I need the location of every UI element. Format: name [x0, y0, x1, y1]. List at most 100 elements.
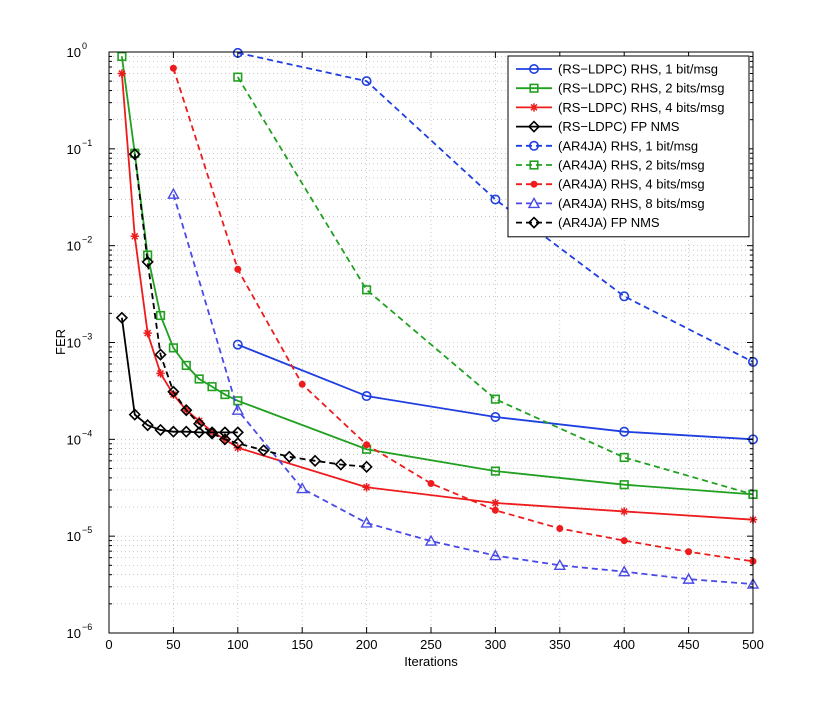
data-point-diamond [308, 454, 322, 467]
series-layer [115, 47, 760, 589]
data-point-square [117, 51, 127, 62]
legend-entry: (AR4JA) FP NMS [516, 215, 660, 230]
data-point-star [169, 390, 178, 399]
data-point-dot [234, 265, 242, 273]
data-point-diamond [205, 427, 219, 440]
data-point-triangle [489, 549, 502, 561]
data-point-dot [427, 479, 435, 487]
data-point-triangle [527, 196, 541, 209]
data-point-diamond [141, 419, 154, 432]
data-point-diamond [141, 255, 154, 269]
data-point-diamond [257, 444, 270, 457]
data-point-triangle [231, 403, 244, 415]
data-point-diamond [180, 404, 193, 417]
series-8 [128, 148, 373, 473]
x-tick-label: 350 [549, 637, 571, 652]
legend-label: (RS−LDPC) RHS, 1 bit/msg [558, 62, 718, 77]
y-tick-exponent: −3 [82, 332, 92, 342]
legend-entry: (RS−LDPC) FP NMS [516, 119, 680, 134]
series-6 [169, 64, 757, 565]
data-point-diamond [154, 348, 167, 361]
data-point-diamond [128, 408, 141, 421]
data-point-circle [361, 76, 372, 87]
series-0 [232, 339, 758, 445]
series-7 [167, 187, 760, 589]
data-point-triangle [167, 187, 180, 199]
legend-entry: (RS−LDPC) RHS, 2 bits/msg [516, 81, 725, 96]
legend-entry: (AR4JA) RHS, 2 bits/msg [516, 158, 705, 173]
legend-label: (AR4JA) RHS, 8 bits/msg [558, 196, 705, 211]
data-point-circle [490, 194, 501, 205]
data-point-triangle [296, 482, 309, 494]
y-tick-base: 10 [67, 626, 81, 641]
data-point-square [168, 343, 179, 353]
legend-label: (RS−LDPC) FP NMS [558, 119, 680, 134]
data-point-circle [490, 412, 501, 423]
data-point-triangle [682, 572, 695, 584]
legend-label: (RS−LDPC) RHS, 2 bits/msg [558, 81, 725, 96]
data-point-circle [528, 64, 539, 75]
legend-entry: (AR4JA) RHS, 1 bit/msg [516, 138, 698, 153]
legend-entry: (AR4JA) RHS, 4 bits/msg [516, 177, 705, 192]
data-point-triangle [553, 558, 566, 571]
data-point-diamond [360, 460, 373, 473]
legend-label: (AR4JA) RHS, 1 bit/msg [558, 138, 698, 153]
data-point-dot [491, 506, 499, 514]
data-point-square [233, 72, 243, 82]
legend: (RS−LDPC) RHS, 1 bit/msg (RS−LDPC) RHS, 2… [507, 55, 750, 238]
y-tick-base: 10 [67, 142, 81, 157]
series-line [172, 67, 754, 563]
data-point-diamond [218, 433, 232, 446]
y-tick-label: 10 −3 [67, 332, 93, 351]
y-tick-label: 10 −1 [67, 138, 93, 157]
y-tick-exponent: −4 [82, 428, 92, 438]
data-point-star [362, 483, 371, 492]
data-point-star [117, 69, 127, 78]
data-point-diamond [128, 148, 141, 161]
x-tick-label: 50 [166, 637, 180, 652]
data-point-triangle [618, 565, 631, 577]
data-point-square [220, 389, 230, 400]
data-point-star [620, 507, 629, 516]
x-tick-label: 150 [291, 637, 313, 652]
data-point-diamond [154, 423, 167, 437]
x-tick-label: 200 [356, 637, 378, 652]
y-tick-label: 10 −6 [67, 622, 93, 641]
legend-label: (AR4JA) RHS, 4 bits/msg [558, 177, 705, 192]
data-point-star [194, 416, 204, 426]
data-point-square [619, 452, 629, 463]
x-tick-label: 250 [420, 637, 442, 652]
legend-label: (RS−LDPC) RHS, 4 bits/msg [558, 100, 725, 115]
data-point-circle [619, 426, 630, 437]
data-point-diamond [167, 385, 180, 398]
legend-entry: (RS−LDPC) RHS, 1 bit/msg [516, 62, 718, 77]
data-point-triangle [424, 534, 438, 546]
data-point-square [207, 382, 217, 392]
y-axis-label: FER [53, 329, 68, 355]
data-point-dot [530, 180, 538, 188]
data-point-diamond [193, 426, 206, 439]
data-point-square [490, 394, 501, 404]
data-point-square [155, 310, 166, 321]
axis-ticks [108, 52, 754, 634]
data-point-dot [556, 524, 564, 532]
series-line [120, 317, 238, 434]
legend-label: (AR4JA) RHS, 2 bits/msg [558, 158, 705, 173]
series-line [120, 73, 754, 521]
data-point-diamond [115, 311, 129, 324]
data-point-diamond [283, 450, 296, 463]
x-tick-label: 500 [742, 637, 764, 652]
data-point-square [181, 360, 191, 371]
x-tick-label: 100 [227, 637, 249, 652]
y-tick-exponent: 0 [82, 41, 87, 51]
data-point-diamond [231, 437, 244, 450]
data-point-dot [169, 64, 177, 72]
data-point-circle [361, 391, 372, 402]
data-point-diamond [527, 216, 541, 229]
y-tick-exponent: −2 [82, 235, 92, 245]
data-point-triangle [360, 516, 373, 528]
y-tick-exponent: −5 [82, 525, 92, 535]
x-tick-label: 450 [678, 637, 700, 652]
y-tick-base: 10 [67, 529, 81, 544]
